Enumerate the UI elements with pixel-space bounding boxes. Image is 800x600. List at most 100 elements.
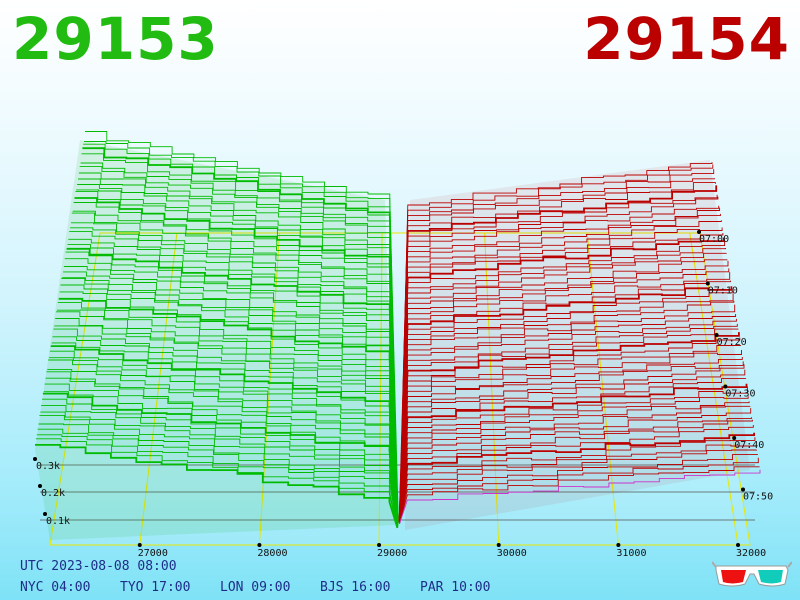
bid-depth-line bbox=[59, 291, 399, 525]
ask-depth-line bbox=[398, 237, 725, 519]
bid-depth-line bbox=[35, 438, 398, 529]
depth-tick-mark bbox=[33, 457, 37, 461]
price-grid-line bbox=[378, 232, 383, 546]
ask-depth-line bbox=[399, 213, 721, 518]
time-tick-mark bbox=[732, 436, 737, 440]
ask-area-fill bbox=[405, 160, 750, 530]
bid-depth-line bbox=[69, 230, 399, 523]
bid-depth-line bbox=[62, 277, 399, 524]
bid-price: 29153 bbox=[12, 5, 219, 73]
clock-par: PAR 10:00 bbox=[420, 580, 491, 595]
chart-axes: 27000 28000 29000 30000 31000 32000 0.3k 0.2k 0.… bbox=[33, 230, 773, 559]
ask-depth-line bbox=[398, 332, 740, 521]
bid-depth-line bbox=[63, 266, 399, 524]
time-tick-mark bbox=[714, 333, 719, 337]
bid-depth-line bbox=[36, 434, 398, 528]
ask-depth-line bbox=[399, 364, 745, 522]
ask-depth-line bbox=[399, 227, 723, 518]
time-tick-mark bbox=[705, 281, 710, 286]
price-grid-line bbox=[139, 232, 178, 546]
clock-nyc: NYC 04:00 bbox=[20, 580, 91, 595]
ask-depth-line bbox=[399, 401, 750, 523]
ask-depth-line bbox=[399, 345, 742, 521]
bid-depth-line bbox=[39, 414, 398, 528]
ask-depth-line bbox=[399, 386, 748, 522]
ask-depth-line bbox=[399, 417, 753, 523]
price-tick-label: 32000 bbox=[736, 548, 766, 559]
bid-depth-line bbox=[65, 251, 399, 524]
bid-depth-line bbox=[38, 423, 398, 528]
time-tick-label: 07:30 bbox=[725, 389, 755, 400]
bid-depth-line bbox=[49, 350, 398, 526]
ask-depth-line bbox=[399, 164, 714, 517]
ask-depth-line bbox=[399, 378, 747, 522]
time-tick-label: 07:50 bbox=[743, 492, 773, 503]
bid-depth-line bbox=[82, 147, 399, 521]
bid-depth-line bbox=[77, 184, 399, 522]
bid-depth-line bbox=[81, 153, 399, 521]
price-tick-mark bbox=[257, 543, 262, 547]
depth-tick-label: 0.3k bbox=[36, 461, 60, 472]
ask-price: 29154 bbox=[583, 5, 790, 73]
bid-depth-line bbox=[41, 404, 398, 528]
clock-tyo: TYO 17:00 bbox=[120, 580, 191, 595]
bid-depth-line bbox=[72, 210, 399, 523]
time-tick-label: 07:40 bbox=[734, 440, 764, 451]
ask-depth-line bbox=[399, 248, 726, 519]
time-tick-mark bbox=[697, 230, 701, 234]
ask-depth-line bbox=[399, 449, 758, 524]
clock-lon: LON 09:00 bbox=[220, 580, 291, 595]
bid-depth-line bbox=[49, 357, 398, 526]
ask-depth-line bbox=[399, 233, 724, 518]
ask-depth-line bbox=[399, 252, 727, 519]
ask-depth-line bbox=[399, 350, 742, 521]
bid-depth-line bbox=[53, 328, 399, 526]
bid-depth-line bbox=[46, 371, 398, 527]
utc-time: UTC 2023-08-08 08:00 bbox=[20, 559, 177, 574]
ask-depth-line bbox=[399, 178, 715, 517]
depth-tick-label: 0.2k bbox=[41, 488, 65, 499]
bid-depth-line bbox=[42, 392, 399, 527]
ask-depth-line bbox=[399, 425, 754, 523]
bid-depth-line bbox=[78, 172, 399, 522]
ask-depth-line bbox=[398, 286, 733, 520]
ask-depth-line bbox=[399, 357, 743, 522]
bid-depth-line bbox=[57, 302, 399, 525]
ask-depth-line bbox=[399, 408, 752, 523]
bid-depth-line bbox=[50, 345, 399, 526]
ask-depth-line bbox=[399, 259, 728, 519]
depth-tick-mark bbox=[38, 484, 42, 488]
ask-depth-line bbox=[399, 419, 753, 523]
bid-depth-line bbox=[63, 271, 399, 524]
price-tick-mark bbox=[616, 543, 621, 547]
bid-depth-line bbox=[43, 391, 398, 527]
bid-depth-line bbox=[40, 411, 398, 528]
bid-depth-line bbox=[35, 444, 399, 529]
ask-depth-line bbox=[399, 318, 737, 521]
bid-depth-line bbox=[58, 297, 399, 525]
ask-depth-line bbox=[399, 205, 720, 518]
ask-depth-line bbox=[399, 169, 715, 517]
bid-depth-line bbox=[42, 398, 398, 527]
bid-depth-line bbox=[64, 258, 399, 524]
ask-depth-line bbox=[399, 314, 737, 520]
bid-depth-line bbox=[73, 202, 399, 522]
ask-depth-line bbox=[398, 454, 758, 524]
time-tick-label: 07:20 bbox=[717, 337, 747, 348]
bid-depth-line bbox=[80, 162, 399, 521]
bid-depth-line bbox=[66, 247, 399, 523]
price-tick-label: 27000 bbox=[138, 548, 168, 559]
bid-depth-line bbox=[37, 428, 398, 528]
ask-depth-line bbox=[399, 396, 749, 523]
time-tick-mark bbox=[741, 487, 745, 492]
bid-depth-line bbox=[70, 227, 399, 523]
bid-depth-line bbox=[83, 143, 399, 521]
ask-depth-line bbox=[398, 457, 759, 524]
bid-depth-line bbox=[74, 197, 399, 522]
bid-depth-line bbox=[78, 178, 399, 522]
3d-glasses-icon[interactable] bbox=[712, 558, 792, 592]
ask-depth-line bbox=[399, 337, 741, 521]
price-tick-label: 30000 bbox=[497, 548, 527, 559]
ask-depth-line bbox=[399, 220, 722, 518]
